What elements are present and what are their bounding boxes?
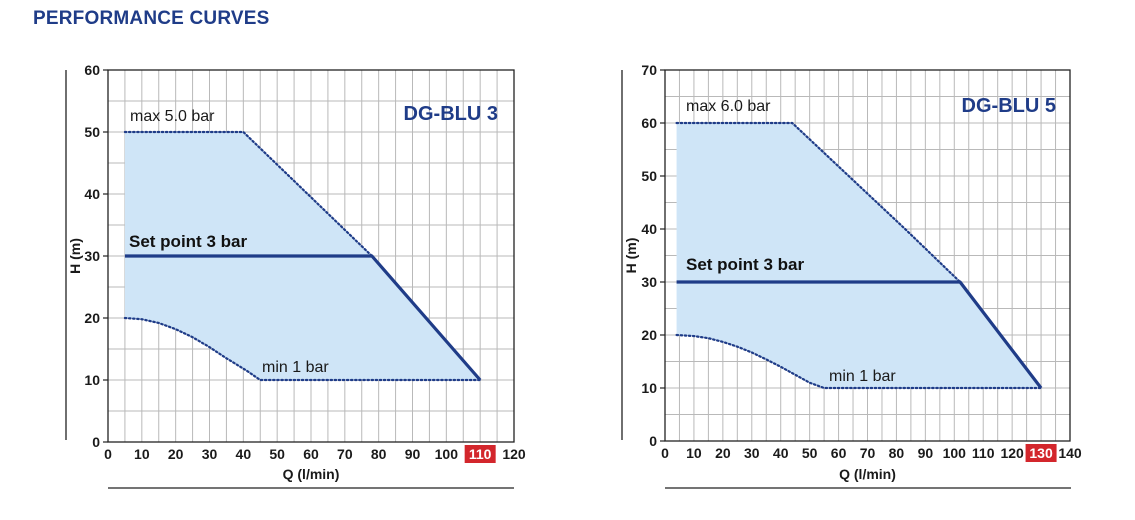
label-min-pressure: min 1 bar (829, 368, 896, 385)
x-tick-label: 30 (744, 445, 760, 461)
series-min-1-bar (123, 316, 482, 382)
series-set-point-3-bar (676, 280, 1043, 389)
model-title: DG-BLU 5 (962, 95, 1056, 117)
y-tick-label: 40 (641, 221, 657, 237)
x-tick-label: 20 (168, 446, 184, 462)
label-set-point: Set point 3 bar (686, 255, 804, 274)
x-axis-label: Q (l/min) (283, 466, 340, 482)
operating-region (676, 123, 1042, 388)
y-tick-label: 50 (641, 168, 657, 184)
y-tick-label: 20 (641, 327, 657, 343)
y-tick-label: 70 (641, 62, 657, 78)
y-tick-label: 0 (92, 434, 100, 450)
x-tick-label: 60 (303, 446, 319, 462)
label-max-pressure: max 5.0 bar (130, 108, 215, 125)
x-tick-label: 80 (889, 445, 905, 461)
x-tick-label: 120 (1000, 445, 1024, 461)
x-tick-label: 40 (236, 446, 252, 462)
x-tick-label: 90 (405, 446, 421, 462)
model-title: DG-BLU 3 (404, 103, 498, 125)
series-max-5-0-bar (123, 130, 373, 258)
x-tick-label: 0 (661, 445, 669, 461)
x-axis-label: Q (l/min) (839, 466, 896, 482)
series-max-6-0-bar (675, 121, 962, 284)
x-tick-highlight (464, 445, 496, 463)
x-tick-label: 40 (773, 445, 789, 461)
y-tick-label: 10 (641, 380, 657, 396)
x-tick-label: 60 (831, 445, 847, 461)
x-tick-label: 10 (134, 446, 150, 462)
x-tick-label: 70 (860, 445, 876, 461)
chart-dg-blu-3: 0 10 20 30 40 50 60 0 10 20 30 40 50 60 70 80 90 100 110 12… (65, 62, 526, 489)
x-tick-label: 140 (1058, 445, 1082, 461)
y-tick-label: 40 (84, 186, 100, 202)
series-set-point-3-bar (124, 254, 482, 382)
page-title: PERFORMANCE CURVES (33, 8, 270, 29)
x-tick-highlight (1025, 444, 1057, 462)
x-tick-label: 100 (435, 446, 459, 462)
x-tick-label: 120 (502, 446, 526, 462)
x-tick-label: 50 (802, 445, 818, 461)
x-tick-label: 20 (715, 445, 731, 461)
y-tick-label: 60 (84, 62, 100, 78)
x-tick-label: 110 (469, 446, 492, 462)
y-tick-label: 10 (84, 372, 100, 388)
x-tick-label: 90 (918, 445, 934, 461)
y-axis-label: H (m) (623, 238, 639, 274)
x-tick-label: 10 (686, 445, 702, 461)
series-min-1-bar (675, 333, 1043, 390)
x-tick-label: 50 (269, 446, 285, 462)
x-tick-label: 130 (1029, 445, 1053, 461)
label-max-pressure: max 6.0 bar (686, 98, 771, 115)
y-tick-label: 30 (84, 248, 100, 264)
y-tick-label: 60 (641, 115, 657, 131)
x-tick-label: 80 (371, 446, 387, 462)
y-axis-label: H (m) (67, 238, 83, 274)
label-set-point: Set point 3 bar (129, 232, 247, 251)
plot-frame (664, 69, 1071, 442)
y-tick-label: 30 (641, 274, 657, 290)
y-tick-label: 20 (84, 310, 100, 326)
x-tick-label: 100 (943, 445, 967, 461)
x-tick-label: 30 (202, 446, 218, 462)
y-tick-label: 0 (649, 433, 657, 449)
y-tick-label: 50 (84, 124, 100, 140)
x-tick-label: 0 (104, 446, 112, 462)
x-tick-label: 110 (972, 445, 995, 461)
label-min-pressure: min 1 bar (262, 359, 329, 376)
x-tick-label: 70 (337, 446, 353, 462)
